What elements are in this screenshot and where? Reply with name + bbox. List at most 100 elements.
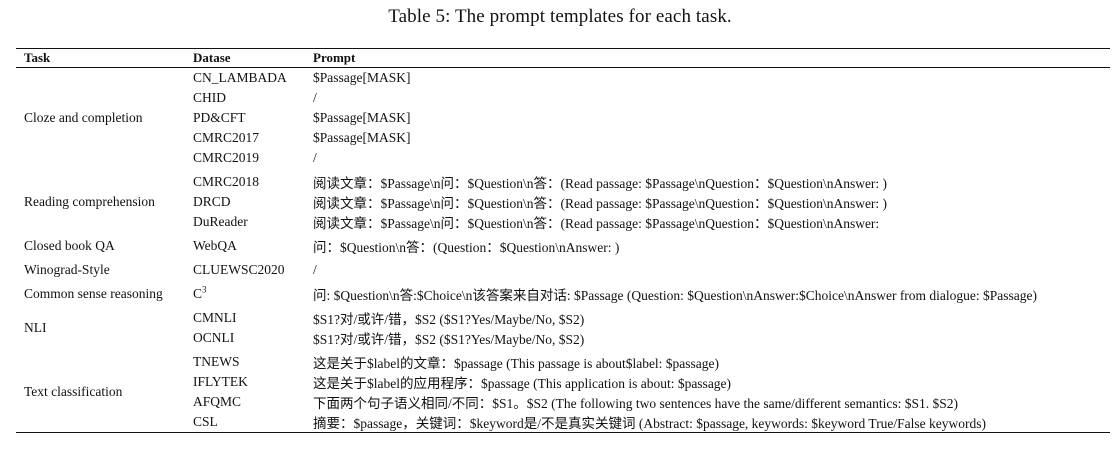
task-name: Closed book QA — [24, 238, 115, 253]
prompt-cell: 这是关于$label的应用程序：$passage (This applicati… — [313, 376, 732, 391]
prompt-cell: 问：$Question\n答：(Question：$Question\nAnsw… — [313, 240, 620, 255]
dataset-cell: CN_LAMBADA — [193, 70, 313, 86]
dataset-rows: CN_LAMBADA $Passage[MASK] CHID / PD&CFT $Pass… — [193, 68, 1110, 168]
dataset-name: AFQMC — [193, 394, 242, 409]
prompt-cell: 阅读文章：$Passage\n问：$Question\n答：(Read pass… — [313, 176, 888, 191]
dataset-cell: CMNLI — [193, 310, 313, 326]
table-header-rule — [16, 67, 1110, 68]
table-row: CLUEWSC2020 / — [193, 260, 1110, 280]
dataset-cell: AFQMC — [193, 394, 313, 410]
dataset-cell: CMRC2018 — [193, 174, 313, 190]
dataset-superscript: 3 — [202, 284, 207, 295]
dataset-cell: DuReader — [193, 214, 313, 230]
table-row: AFQMC 下面两个句子语义相同/不同：$S1。$S2 (The followin… — [193, 392, 1110, 412]
table-row: OCNLI $S1?对/或许/错，$S2 ($S1?Yes/Maybe/No, $… — [193, 328, 1110, 348]
dataset-name: DRCD — [193, 194, 231, 209]
dataset-rows: CMNLI $S1?对/或许/错，$S2 ($S1?Yes/Maybe/No, $… — [193, 308, 1110, 348]
dataset-name: TNEWS — [193, 354, 240, 369]
dataset-rows: TNEWS 这是关于$label的文章：$passage (This passag… — [193, 352, 1110, 432]
table-row: PD&CFT $Passage[MASK] — [193, 108, 1110, 128]
table-top-rule — [16, 48, 1110, 49]
table-row: CMRC2018 阅读文章：$Passage\n问：$Question\n答：(R… — [193, 172, 1110, 192]
dataset-cell: CSL — [193, 414, 313, 430]
prompt-table: Task Datase Prompt Cloze and completion C… — [16, 48, 1110, 433]
prompt-cell: $Passage[MASK] — [313, 110, 411, 125]
table-bottom-rule — [16, 432, 1110, 433]
dataset-cell: CLUEWSC2020 — [193, 262, 313, 278]
task-group: Winograd-Style CLUEWSC2020 / — [16, 260, 1110, 280]
task-name: Text classification — [24, 384, 123, 399]
dataset-cell: CMRC2019 — [193, 150, 313, 166]
table-row: WebQA 问：$Question\n答：(Question：$Question\… — [193, 236, 1110, 256]
task-name: Common sense reasoning — [24, 286, 163, 301]
dataset-name: CLUEWSC2020 — [193, 262, 285, 277]
task-group: Closed book QA WebQA 问：$Question\n答：(Quest… — [16, 236, 1110, 256]
prompt-cell: $Passage[MASK] — [313, 130, 411, 145]
dataset-rows: C3 问: $Question\n答:$Choice\n该答案来自对话: $Pas… — [193, 284, 1110, 304]
prompt-cell: $S1?对/或许/错，$S2 ($S1?Yes/Maybe/No, $S2) — [313, 332, 585, 347]
task-group: Common sense reasoning C3 问: $Question\n答:… — [16, 284, 1110, 304]
dataset-rows: WebQA 问：$Question\n答：(Question：$Question\… — [193, 236, 1110, 256]
table-row: CN_LAMBADA $Passage[MASK] — [193, 68, 1110, 88]
table-row: CSL 摘要：$passage，关键词：$keyword是/不是真实关键词 (Ab… — [193, 412, 1110, 432]
dataset-cell: DRCD — [193, 194, 313, 210]
task-name: Reading comprehension — [24, 194, 155, 209]
prompt-cell: / — [313, 90, 317, 105]
dataset-name: CHID — [193, 90, 226, 105]
dataset-name: CMRC2019 — [193, 150, 260, 165]
prompt-cell: 阅读文章：$Passage\n问：$Question\n答：(Read pass… — [313, 196, 888, 211]
header-prompt: Prompt — [313, 50, 356, 65]
table-body: Cloze and completion CN_LAMBADA $Passage[M… — [16, 68, 1110, 432]
dataset-rows: CLUEWSC2020 / — [193, 260, 1110, 280]
task-group: NLI CMNLI $S1?对/或许/错，$S2 ($S1?Yes/Maybe/No… — [16, 308, 1110, 348]
dataset-cell: TNEWS — [193, 354, 313, 370]
table-row: TNEWS 这是关于$label的文章：$passage (This passag… — [193, 352, 1110, 372]
table-row: CMNLI $S1?对/或许/错，$S2 ($S1?Yes/Maybe/No, $… — [193, 308, 1110, 328]
table-row: DRCD 阅读文章：$Passage\n问：$Question\n答：(Read … — [193, 192, 1110, 212]
dataset-cell: CMRC2017 — [193, 130, 313, 146]
dataset-name: CMNLI — [193, 310, 237, 325]
prompt-cell: $S1?对/或许/错，$S2 ($S1?Yes/Maybe/No, $S2) — [313, 312, 585, 327]
dataset-cell: OCNLI — [193, 330, 313, 346]
dataset-name: CSL — [193, 414, 218, 429]
table-row: C3 问: $Question\n答:$Choice\n该答案来自对话: $Pas… — [193, 284, 1110, 304]
prompt-cell: / — [313, 150, 317, 165]
prompt-cell: 问: $Question\n答:$Choice\n该答案来自对话: $Passa… — [313, 288, 1038, 303]
dataset-cell: PD&CFT — [193, 110, 313, 126]
prompt-cell: / — [313, 262, 317, 277]
dataset-cell: WebQA — [193, 238, 313, 254]
prompt-cell: 下面两个句子语义相同/不同：$S1。$S2 (The following two… — [313, 396, 959, 411]
task-group: Reading comprehension CMRC2018 阅读文章：$Passa… — [16, 172, 1110, 232]
header-dataset: Datase — [193, 50, 231, 65]
table-caption: Table 5: The prompt templates for each t… — [388, 6, 732, 27]
table-header-row: Task Datase Prompt — [16, 49, 1110, 67]
dataset-name: IFLYTEK — [193, 374, 248, 389]
table-row: CHID / — [193, 88, 1110, 108]
table-row: IFLYTEK 这是关于$label的应用程序：$passage (This ap… — [193, 372, 1110, 392]
task-name: NLI — [24, 320, 47, 335]
header-task: Task — [24, 50, 51, 65]
task-group: Cloze and completion CN_LAMBADA $Passage[M… — [16, 68, 1110, 168]
prompt-cell: 阅读文章：$Passage\n问：$Question\n答：(Read pass… — [313, 216, 880, 231]
dataset-name: CN_LAMBADA — [193, 70, 287, 85]
task-group: Text classification TNEWS 这是关于$label的文章：$p… — [16, 352, 1110, 432]
prompt-cell: 这是关于$label的文章：$passage (This passage is … — [313, 356, 720, 371]
dataset-name: OCNLI — [193, 330, 235, 345]
dataset-name: CMRC2018 — [193, 174, 260, 189]
dataset-name: DuReader — [193, 214, 248, 229]
dataset-cell: CHID — [193, 90, 313, 106]
dataset-cell: C3 — [193, 284, 313, 302]
dataset-name: WebQA — [193, 238, 237, 253]
dataset-name: C — [193, 286, 203, 301]
prompt-cell: $Passage[MASK] — [313, 70, 411, 85]
dataset-rows: CMRC2018 阅读文章：$Passage\n问：$Question\n答：(R… — [193, 172, 1110, 232]
prompt-cell: 摘要：$passage，关键词：$keyword是/不是真实关键词 (Abstr… — [313, 416, 987, 431]
dataset-name: CMRC2017 — [193, 130, 260, 145]
table-row: CMRC2019 / — [193, 148, 1110, 168]
task-name: Cloze and completion — [24, 110, 143, 125]
table-row: CMRC2017 $Passage[MASK] — [193, 128, 1110, 148]
dataset-name: PD&CFT — [193, 110, 246, 125]
table-row: DuReader 阅读文章：$Passage\n问：$Question\n答：(R… — [193, 212, 1110, 232]
dataset-cell: IFLYTEK — [193, 374, 313, 390]
task-name: Winograd-Style — [24, 262, 110, 277]
